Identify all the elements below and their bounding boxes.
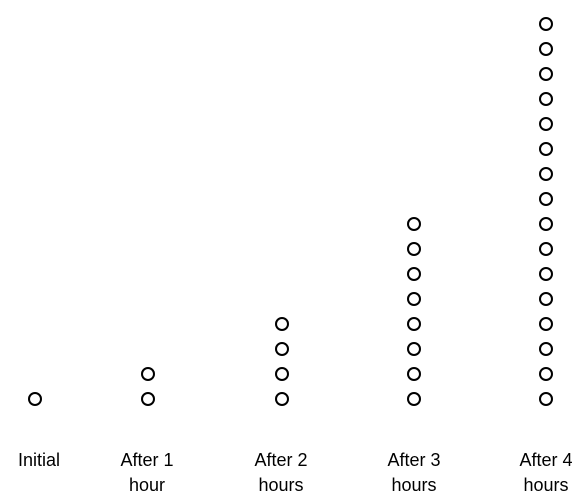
circle-group3-8 bbox=[407, 217, 421, 231]
circle-group4-6 bbox=[539, 267, 553, 281]
group-label-after-4-hours: After 4 hours bbox=[519, 450, 573, 495]
circle-group4-8 bbox=[539, 217, 553, 231]
circle-group2-2 bbox=[275, 367, 289, 381]
circle-group4-1 bbox=[539, 392, 553, 406]
circle-group4-4 bbox=[539, 317, 553, 331]
group-label-after-3-hours: After 3 hours bbox=[387, 450, 441, 495]
circle-group4-2 bbox=[539, 367, 553, 381]
circle-group4-12 bbox=[539, 117, 553, 131]
group-label-after-2-hours: After 2 hours bbox=[254, 450, 308, 495]
circle-group2-4 bbox=[275, 317, 289, 331]
circle-group4-11 bbox=[539, 142, 553, 156]
circle-group4-16 bbox=[539, 17, 553, 31]
circle-group3-3 bbox=[407, 342, 421, 356]
circle-group3-2 bbox=[407, 367, 421, 381]
circle-group4-15 bbox=[539, 42, 553, 56]
circle-group0-1 bbox=[28, 392, 42, 406]
circle-group1-2 bbox=[141, 367, 155, 381]
circle-group3-5 bbox=[407, 292, 421, 306]
group-label-after-1-hour: After 1 hour bbox=[120, 450, 174, 495]
circle-group3-4 bbox=[407, 317, 421, 331]
circle-group3-1 bbox=[407, 392, 421, 406]
circle-group2-3 bbox=[275, 342, 289, 356]
circle-group4-5 bbox=[539, 292, 553, 306]
circle-group4-14 bbox=[539, 67, 553, 81]
circle-group4-7 bbox=[539, 242, 553, 256]
circle-group3-7 bbox=[407, 242, 421, 256]
circle-group4-9 bbox=[539, 192, 553, 206]
circle-group1-1 bbox=[141, 392, 155, 406]
circle-group4-3 bbox=[539, 342, 553, 356]
circle-group3-6 bbox=[407, 267, 421, 281]
group-label-initial: Initial bbox=[17, 450, 61, 470]
circle-group4-13 bbox=[539, 92, 553, 106]
circle-group4-10 bbox=[539, 167, 553, 181]
circle-group2-1 bbox=[275, 392, 289, 406]
